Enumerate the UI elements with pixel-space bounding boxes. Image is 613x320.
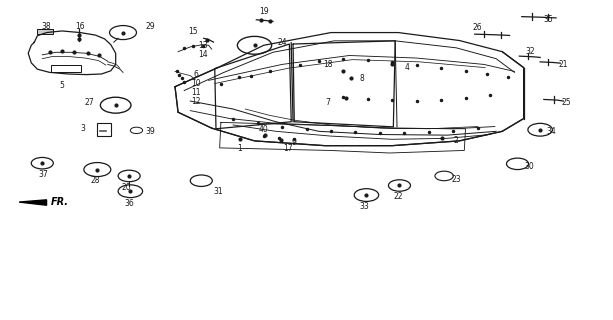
Text: 19: 19 bbox=[259, 7, 268, 16]
Text: 1: 1 bbox=[237, 144, 242, 153]
Text: 27: 27 bbox=[85, 98, 94, 107]
Text: 12: 12 bbox=[192, 97, 201, 106]
Text: 18: 18 bbox=[323, 60, 333, 69]
Text: 9: 9 bbox=[292, 138, 297, 147]
Text: 23: 23 bbox=[452, 175, 461, 184]
Text: 22: 22 bbox=[394, 192, 403, 201]
Text: 20: 20 bbox=[121, 183, 131, 192]
Text: 37: 37 bbox=[39, 170, 48, 179]
FancyBboxPatch shape bbox=[37, 29, 53, 34]
Text: 16: 16 bbox=[75, 22, 85, 31]
Text: 2: 2 bbox=[454, 136, 459, 145]
Text: 26: 26 bbox=[473, 23, 482, 32]
Text: 32: 32 bbox=[525, 46, 535, 56]
Text: 17: 17 bbox=[283, 144, 293, 153]
Text: 13: 13 bbox=[198, 41, 207, 51]
Text: 3: 3 bbox=[81, 124, 86, 132]
Text: 15: 15 bbox=[189, 27, 198, 36]
Text: 30: 30 bbox=[525, 162, 535, 171]
Text: 35: 35 bbox=[543, 15, 553, 24]
Text: 36: 36 bbox=[124, 198, 134, 207]
Text: 24: 24 bbox=[277, 38, 287, 47]
Text: 10: 10 bbox=[192, 79, 201, 88]
Text: 40: 40 bbox=[259, 124, 268, 133]
Text: 7: 7 bbox=[326, 98, 330, 107]
Text: 39: 39 bbox=[146, 127, 156, 136]
Polygon shape bbox=[19, 200, 47, 205]
Text: 34: 34 bbox=[546, 127, 556, 136]
Text: 6: 6 bbox=[194, 70, 199, 79]
Text: 25: 25 bbox=[562, 98, 571, 107]
Text: 5: 5 bbox=[59, 81, 64, 90]
Text: 21: 21 bbox=[558, 60, 568, 69]
Text: 4: 4 bbox=[405, 63, 410, 72]
Text: 38: 38 bbox=[42, 22, 51, 31]
Text: 28: 28 bbox=[91, 176, 101, 185]
Text: 33: 33 bbox=[360, 202, 370, 211]
Text: 31: 31 bbox=[213, 187, 223, 196]
Text: FR.: FR. bbox=[51, 197, 69, 207]
Text: 8: 8 bbox=[359, 74, 364, 83]
Text: 11: 11 bbox=[192, 88, 201, 97]
Text: 14: 14 bbox=[198, 50, 207, 59]
Text: 29: 29 bbox=[146, 22, 155, 31]
